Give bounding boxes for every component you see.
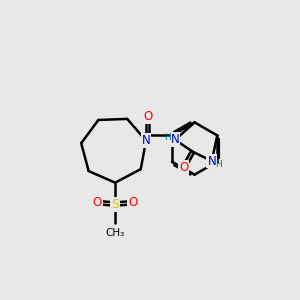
Text: H: H — [164, 134, 171, 142]
Text: O: O — [93, 196, 102, 209]
Text: O: O — [179, 161, 188, 174]
Text: N: N — [207, 154, 216, 167]
Text: S: S — [111, 198, 119, 211]
Text: O: O — [143, 110, 152, 123]
Text: CH₃: CH₃ — [106, 228, 125, 238]
Text: H: H — [215, 160, 222, 169]
Text: N: N — [171, 134, 179, 146]
Text: O: O — [128, 196, 138, 209]
Text: N: N — [142, 134, 150, 147]
